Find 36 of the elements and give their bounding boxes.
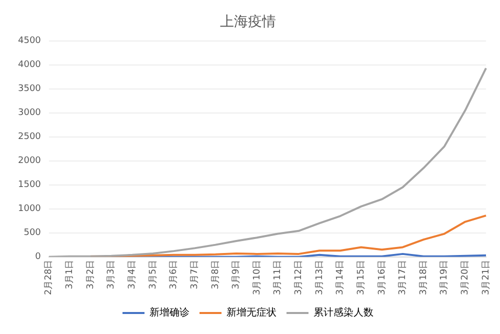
x-tick-label: 3月6日 bbox=[169, 260, 180, 290]
legend-label: 新增确诊 bbox=[150, 306, 190, 319]
y-tick-label: 500 bbox=[24, 228, 42, 238]
y-tick-label: 3500 bbox=[18, 84, 42, 94]
x-tick-label: 3月21日 bbox=[481, 260, 492, 296]
x-tick-label: 3月18日 bbox=[418, 260, 429, 296]
y-tick-label: 4000 bbox=[18, 60, 42, 70]
x-tick-label: 3月7日 bbox=[190, 260, 200, 290]
x-tick-label: 3月14日 bbox=[336, 260, 346, 296]
x-tick-label: 3月5日 bbox=[148, 260, 158, 290]
y-tick-label: 4500 bbox=[18, 36, 42, 46]
x-tick-label: 3月17日 bbox=[398, 260, 408, 296]
x-tick-label: 3月12日 bbox=[294, 260, 304, 296]
chart-title: 上海疫情 bbox=[220, 14, 276, 30]
x-tick-label: 3月20日 bbox=[460, 260, 471, 296]
x-tick-label: 3月1日 bbox=[65, 260, 76, 290]
y-tick-label: 2500 bbox=[18, 132, 42, 142]
y-tick-label: 3000 bbox=[18, 108, 42, 118]
y-tick-label: 0 bbox=[35, 252, 42, 262]
legend-label: 新增无症状 bbox=[226, 306, 276, 319]
y-tick-label: 1500 bbox=[18, 180, 42, 190]
y-tick-label: 2000 bbox=[18, 156, 42, 166]
y-tick-label: 1000 bbox=[18, 204, 42, 214]
x-tick-label: 3月16日 bbox=[377, 260, 388, 296]
x-tick-label: 3月2日 bbox=[86, 260, 96, 290]
x-tick-label: 3月4日 bbox=[128, 260, 138, 290]
x-tick-label: 3月19日 bbox=[440, 260, 450, 296]
x-tick-label: 3月11日 bbox=[273, 260, 284, 296]
x-tick-label: 3月10日 bbox=[252, 260, 262, 296]
x-tick-label: 3月8日 bbox=[210, 260, 221, 290]
x-tick-label: 3月3日 bbox=[106, 260, 117, 290]
x-tick-label: 2月28日 bbox=[44, 260, 54, 296]
x-tick-label: 3月9日 bbox=[232, 260, 242, 290]
x-tick-label: 3月15日 bbox=[356, 260, 366, 296]
legend-label: 累计感染人数 bbox=[314, 306, 374, 319]
x-tick-label: 3月13日 bbox=[314, 260, 325, 296]
